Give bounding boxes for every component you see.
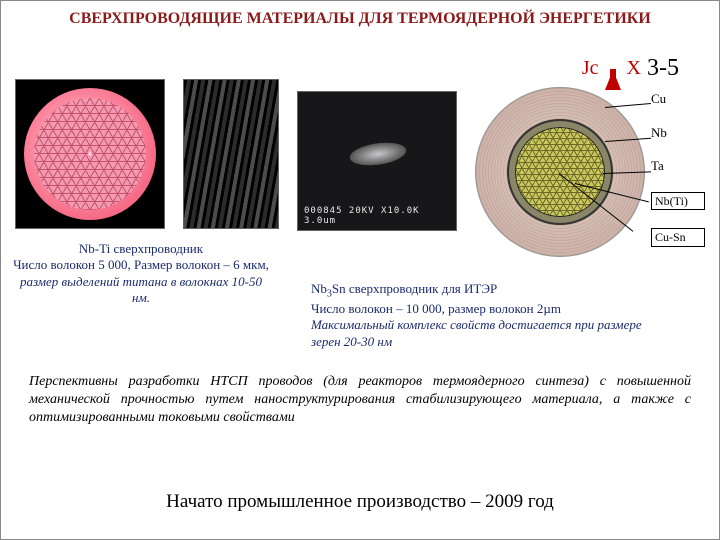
jc-label: Jc (582, 57, 599, 80)
jc-indicator: Jc Х 3-5 (582, 53, 679, 83)
text: Sn сверхпроводник для ИТЭР (332, 281, 497, 296)
caption-line: размер выделений титана в волокнах 10-50… (11, 274, 271, 307)
sem-image: 000845 20KV X10.0K 3.0um (297, 91, 457, 231)
legend-item: Cu-Sn (651, 228, 705, 246)
nbti-caption: Nb-Ti сверхпроводник Число волокон 5 000… (11, 241, 271, 306)
legend-item: Cu (651, 91, 705, 107)
nbti-microstructure-image (183, 79, 279, 229)
image-row: 000845 20KV X10.0K 3.0um (15, 79, 457, 231)
nbti-cross-section-image (15, 79, 165, 229)
nb3sn-cross-section-diagram: Cu Nb Ta Nb(Ti) Cu-Sn (475, 87, 705, 277)
arrow-up-icon (605, 53, 621, 83)
layer-legend: Cu Nb Ta Nb(Ti) Cu-Sn (651, 91, 705, 265)
caption-line: Число волокон – 10 000, размер волокон 2… (311, 301, 651, 318)
text: Nb (311, 281, 327, 296)
caption-line: Nb-Ti сверхпроводник (11, 241, 271, 257)
legend-item: Ta (651, 158, 705, 174)
sem-caption: 000845 20KV X10.0K 3.0um (304, 206, 456, 226)
legend-item: Nb(Ti) (651, 192, 705, 210)
inner-core (515, 127, 605, 217)
jc-factor: 3-5 (647, 55, 679, 82)
page-title: СВЕРХПРОВОДЯЩИЕ МАТЕРИАЛЫ ДЛЯ ТЕРМОЯДЕРН… (1, 1, 719, 33)
bottom-statement: Начато промышленное производство – 2009 … (1, 491, 719, 513)
caption-line: Максимальный комплекс свойств достигаетс… (311, 317, 651, 351)
description-paragraph: Перспективны разработки НТСП проводов (д… (29, 373, 691, 428)
caption-line: Nb3Sn сверхпроводник для ИТЭР (311, 281, 651, 301)
caption-line: Число волокон 5 000, Размер волокон – 6 … (11, 257, 271, 273)
legend-item: Nb (651, 125, 705, 141)
nb3sn-caption: Nb3Sn сверхпроводник для ИТЭР Число воло… (311, 281, 651, 351)
jc-multiplier-x: Х (627, 57, 641, 80)
